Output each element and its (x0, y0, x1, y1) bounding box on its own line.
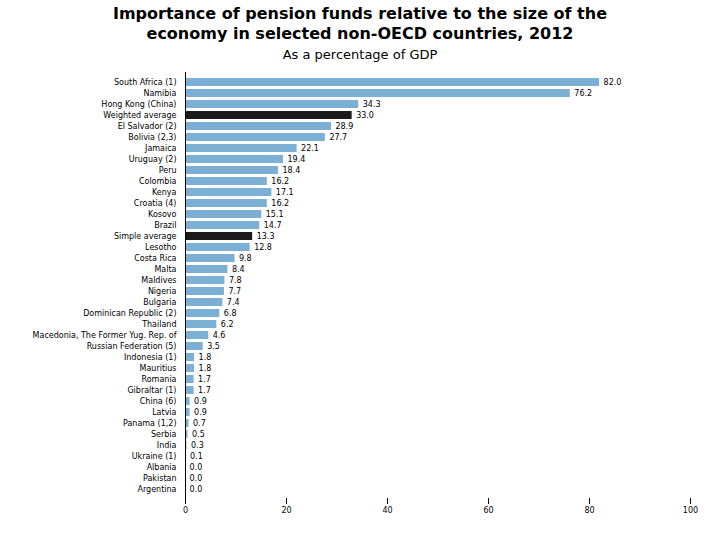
html-text:economy in selected non-OECD c: economy in selected non-OECD countries, … (146, 24, 574, 43)
svg-text:0.0: 0.0 (190, 485, 203, 494)
svg-text:16.2: 16.2 (271, 199, 289, 208)
svg-text:0.3: 0.3 (191, 441, 204, 450)
svg-text:0.1: 0.1 (190, 452, 203, 461)
html-text:Importance of pension funds re: Importance of pension funds relative to … (113, 4, 607, 23)
svg-text:Malta: Malta (154, 265, 176, 274)
svg-text:Kosovo: Kosovo (148, 210, 177, 219)
svg-text:33.0: 33.0 (356, 111, 374, 120)
svg-text:Colombia: Colombia (139, 177, 177, 186)
svg-text:Gibraltar (1): Gibraltar (1) (127, 386, 176, 395)
svg-text:4.6: 4.6 (213, 331, 226, 340)
svg-text:0.0: 0.0 (190, 463, 203, 472)
svg-text:6.8: 6.8 (224, 309, 237, 318)
svg-text:17.1: 17.1 (276, 188, 294, 197)
html-text:As a percentage of GDP: As a percentage of GDP (282, 47, 438, 62)
svg-text:Uruguay (2): Uruguay (2) (129, 155, 177, 164)
svg-text:16.2: 16.2 (271, 177, 289, 186)
svg-text:60: 60 (483, 506, 493, 515)
svg-text:15.1: 15.1 (266, 210, 284, 219)
svg-text:Nigeria: Nigeria (148, 287, 177, 296)
svg-text:Albania: Albania (147, 463, 177, 472)
svg-text:28.9: 28.9 (335, 122, 353, 131)
svg-text:3.5: 3.5 (207, 342, 220, 351)
svg-text:22.1: 22.1 (301, 144, 319, 153)
svg-text:20: 20 (281, 506, 291, 515)
svg-text:Maldives: Maldives (141, 276, 176, 285)
svg-text:Weighted average: Weighted average (103, 111, 176, 120)
svg-text:Argentina: Argentina (137, 485, 176, 494)
svg-text:0: 0 (183, 506, 188, 515)
svg-text:9.8: 9.8 (239, 254, 252, 263)
svg-text:Ukraine (1): Ukraine (1) (132, 452, 177, 461)
svg-text:1.7: 1.7 (198, 375, 211, 384)
svg-text:Dominican Republic (2): Dominican Republic (2) (83, 309, 176, 318)
svg-text:13.3: 13.3 (257, 232, 275, 241)
svg-text:8.4: 8.4 (232, 265, 245, 274)
svg-text:Bulgaria: Bulgaria (143, 298, 176, 307)
svg-text:19.4: 19.4 (287, 155, 305, 164)
svg-text:Bolivia (2,3): Bolivia (2,3) (128, 133, 176, 142)
svg-text:Latvia: Latvia (152, 408, 176, 417)
svg-text:Hong Kong (China): Hong Kong (China) (101, 100, 176, 109)
svg-text:El Salvador (2): El Salvador (2) (118, 122, 177, 131)
svg-text:Simple average: Simple average (114, 232, 177, 241)
svg-text:7.7: 7.7 (228, 287, 241, 296)
svg-text:South Africa (1): South Africa (1) (114, 78, 176, 87)
svg-text:Thailand: Thailand (141, 320, 176, 329)
svg-text:76.2: 76.2 (574, 89, 592, 98)
svg-text:Indonesia (1): Indonesia (1) (124, 353, 177, 362)
svg-text:27.7: 27.7 (329, 133, 347, 142)
svg-text:1.8: 1.8 (199, 353, 212, 362)
svg-text:7.8: 7.8 (229, 276, 242, 285)
svg-text:34.3: 34.3 (363, 100, 381, 109)
svg-text:Serbia: Serbia (151, 430, 177, 439)
svg-text:0.7: 0.7 (193, 419, 206, 428)
svg-text:0.9: 0.9 (194, 408, 207, 417)
svg-text:Mauritius: Mauritius (140, 364, 177, 373)
svg-text:18.4: 18.4 (282, 166, 300, 175)
svg-text:82.0: 82.0 (604, 78, 622, 87)
svg-text:100: 100 (683, 506, 698, 515)
svg-text:Brazil: Brazil (154, 221, 176, 230)
svg-text:Pakistan: Pakistan (143, 474, 177, 483)
svg-text:Russian Federation (5): Russian Federation (5) (87, 342, 177, 351)
svg-text:India: India (157, 441, 177, 450)
svg-text:0.9: 0.9 (194, 397, 207, 406)
svg-text:Kenya: Kenya (152, 188, 177, 197)
svg-text:1.7: 1.7 (198, 386, 211, 395)
svg-text:7.4: 7.4 (227, 298, 240, 307)
svg-text:Macedonia, The Former Yug. Rep: Macedonia, The Former Yug. Rep. of (33, 331, 177, 340)
svg-text:0.0: 0.0 (190, 474, 203, 483)
svg-text:6.2: 6.2 (221, 320, 234, 329)
svg-text:14.7: 14.7 (264, 221, 282, 230)
svg-text:80: 80 (584, 506, 594, 515)
svg-text:Romania: Romania (142, 375, 177, 384)
svg-text:Panama (1,2): Panama (1,2) (123, 419, 177, 428)
svg-text:0.5: 0.5 (192, 430, 205, 439)
svg-text:Jamaica: Jamaica (144, 144, 177, 153)
svg-text:Peru: Peru (159, 166, 177, 175)
svg-text:Croatia (4): Croatia (4) (134, 199, 177, 208)
svg-text:1.8: 1.8 (199, 364, 212, 373)
svg-text:Lesotho: Lesotho (145, 243, 177, 252)
svg-text:Namibia: Namibia (143, 89, 176, 98)
svg-text:China (6): China (6) (140, 397, 177, 406)
svg-text:40: 40 (382, 506, 392, 515)
svg-text:Costa Rica: Costa Rica (134, 254, 176, 263)
svg-text:12.8: 12.8 (254, 243, 272, 252)
